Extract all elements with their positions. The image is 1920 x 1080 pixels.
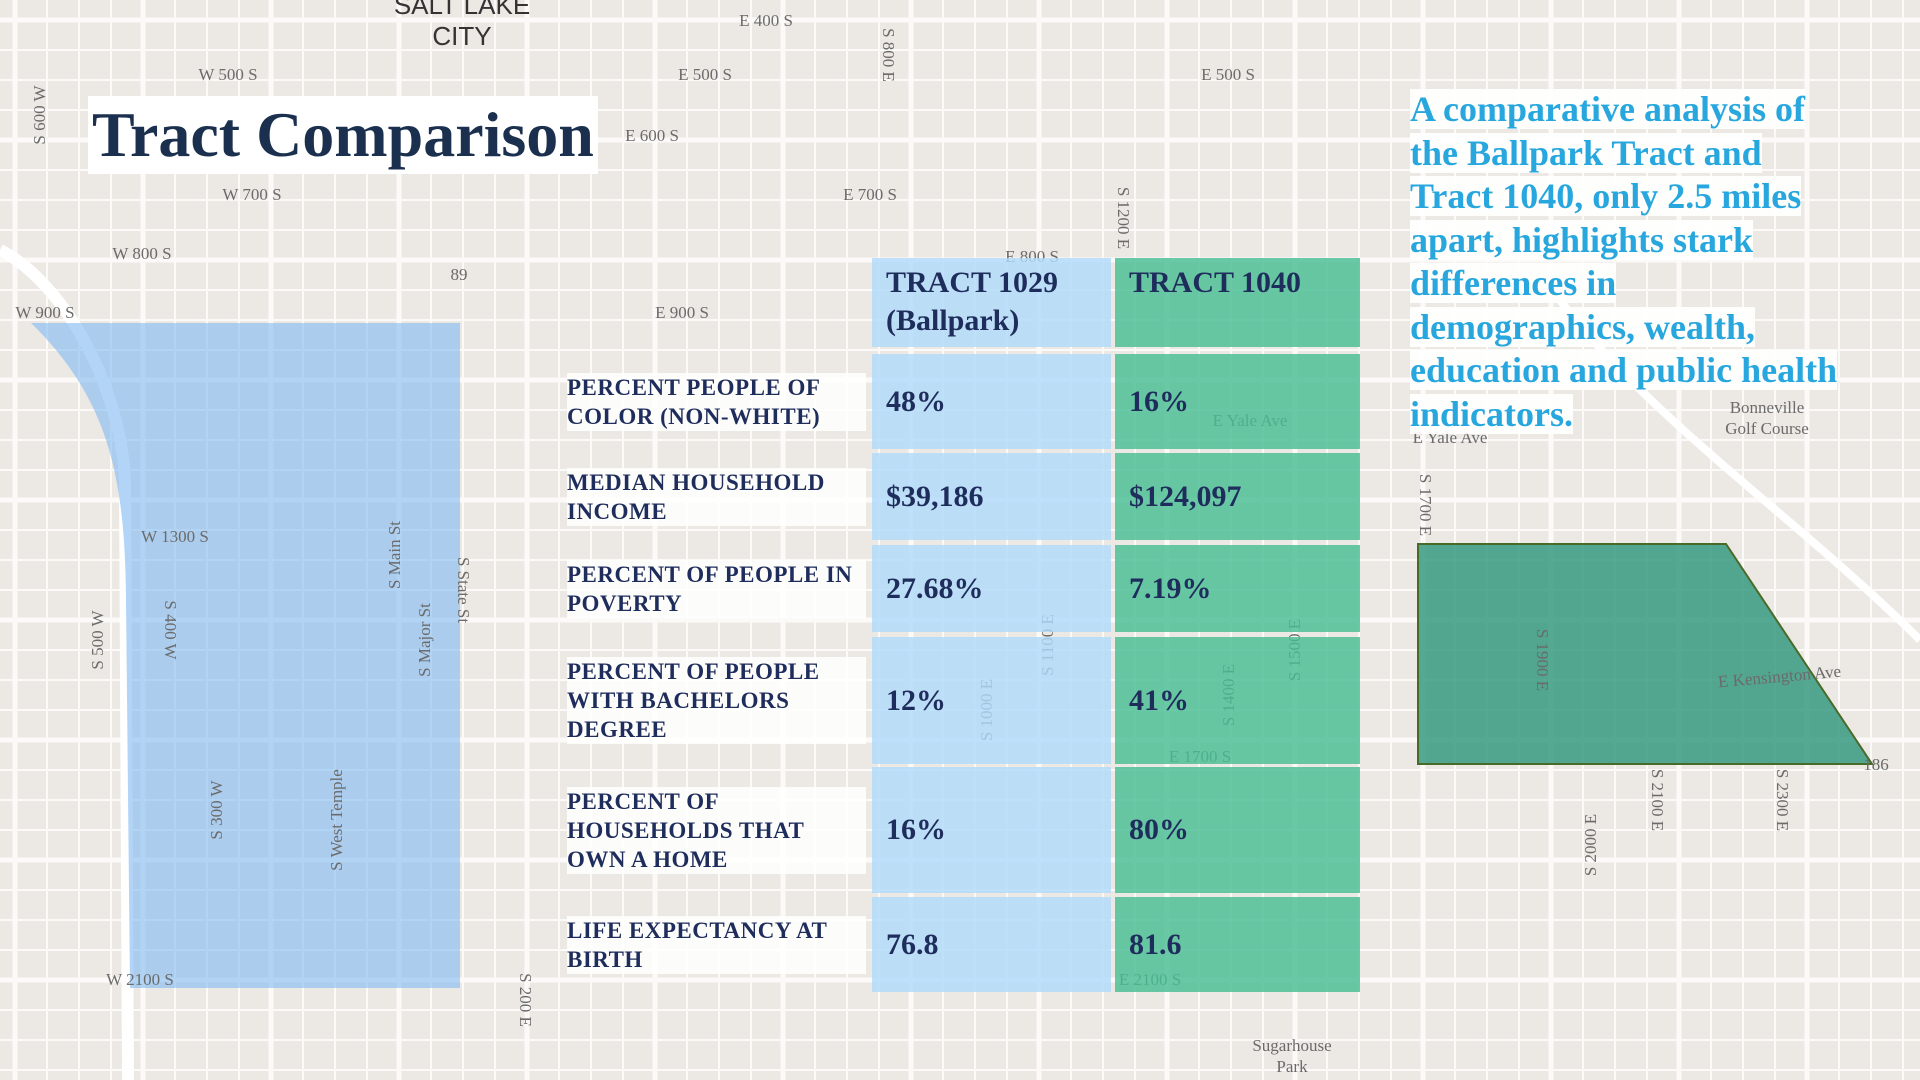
map-label: S Main St — [385, 521, 404, 589]
map-label: S State St — [454, 557, 473, 623]
map-label: W 800 S — [112, 244, 171, 263]
value-cell: 81.6 — [1115, 897, 1360, 992]
map-label: W 700 S — [222, 185, 281, 204]
map-label: W 900 S — [15, 303, 74, 322]
value-cell: $124,097 — [1115, 453, 1360, 540]
map-label: 186 — [1863, 755, 1889, 774]
map-label: Park — [1276, 1057, 1308, 1076]
map-label: E 900 S — [655, 303, 709, 322]
map-label: S 2100 E — [1648, 769, 1667, 831]
map-label: E 400 S — [739, 11, 793, 30]
description: A comparative analysis of the Ballpark T… — [1410, 88, 1840, 436]
map-label: 89 — [451, 265, 468, 284]
row-label-text: PERCENT OF PEOPLE WITH BACHELORS DEGREE — [567, 657, 866, 744]
row-label-text: PERCENT OF PEOPLE IN POVERTY — [567, 559, 866, 618]
tract-1040-area — [1417, 543, 1874, 765]
row-label: MEDIAN HOUSEHOLD INCOME — [559, 453, 866, 540]
map-label: S West Temple — [327, 769, 346, 871]
map-label: S 200 E — [516, 973, 535, 1027]
map-label: S 1700 E — [1416, 474, 1435, 536]
map-label: S 2000 E — [1581, 814, 1600, 876]
description-text: A comparative analysis of the Ballpark T… — [1410, 89, 1838, 434]
map-label: Golf Course — [1725, 419, 1809, 438]
freeway — [1556, 297, 1920, 643]
value-cell: $39,186 — [872, 453, 1111, 540]
column-header: TRACT 1040 — [1115, 258, 1360, 347]
map-label: S 600 W — [30, 84, 49, 144]
row-label-text: PERCENT PEOPLE OF COLOR (NON-WHITE) — [567, 372, 866, 431]
row-label: PERCENT OF HOUSEHOLDS THAT OWN A HOME — [559, 767, 866, 893]
map-label: E 500 S — [1201, 65, 1255, 84]
map-label: SALT LAKE — [394, 0, 530, 20]
row-label-text: LIFE EXPECTANCY AT BIRTH — [567, 915, 866, 974]
row-label: PERCENT OF PEOPLE IN POVERTY — [559, 545, 866, 632]
map-label: S 500 W — [88, 609, 107, 669]
row-label-text: PERCENT OF HOUSEHOLDS THAT OWN A HOME — [567, 786, 866, 874]
value-cell: 16% — [1115, 354, 1360, 449]
map-label: S 300 W — [207, 779, 226, 839]
map-label: E 600 S — [625, 126, 679, 145]
map-label: S Major St — [415, 603, 434, 677]
map-label: S 400 W — [161, 600, 180, 660]
value-cell: 48% — [872, 354, 1111, 449]
value-cell: 12% — [872, 637, 1111, 764]
map-label: CITY — [432, 21, 491, 51]
value-cell: 80% — [1115, 767, 1360, 893]
column-header: TRACT 1029 (Ballpark) — [872, 258, 1111, 347]
tract-1029-area — [31, 323, 460, 988]
map-label: E 500 S — [678, 65, 732, 84]
map-label: Sugarhouse — [1252, 1036, 1331, 1055]
map-label: S 1900 E — [1533, 629, 1552, 691]
map-label: E 700 S — [843, 185, 897, 204]
value-cell: 76.8 — [872, 897, 1111, 992]
map-label: W 500 S — [198, 65, 257, 84]
map-label: Bonneville — [1730, 398, 1805, 417]
title: Tract Comparison — [88, 96, 598, 174]
map-label: S 1200 E — [1114, 187, 1133, 249]
row-label: PERCENT PEOPLE OF COLOR (NON-WHITE) — [559, 354, 866, 449]
value-cell: 16% — [872, 767, 1111, 893]
map-label: S 800 E — [879, 28, 898, 82]
row-label: LIFE EXPECTANCY AT BIRTH — [559, 897, 866, 992]
value-cell: 27.68% — [872, 545, 1111, 632]
value-cell: 41% — [1115, 637, 1360, 764]
map-label: W 2100 S — [106, 970, 174, 989]
row-label-text: MEDIAN HOUSEHOLD INCOME — [567, 467, 866, 526]
value-cell: 7.19% — [1115, 545, 1360, 632]
map-label: W 1300 S — [141, 527, 209, 546]
row-label: PERCENT OF PEOPLE WITH BACHELORS DEGREE — [559, 637, 866, 764]
map-label: S 2300 E — [1773, 769, 1792, 831]
